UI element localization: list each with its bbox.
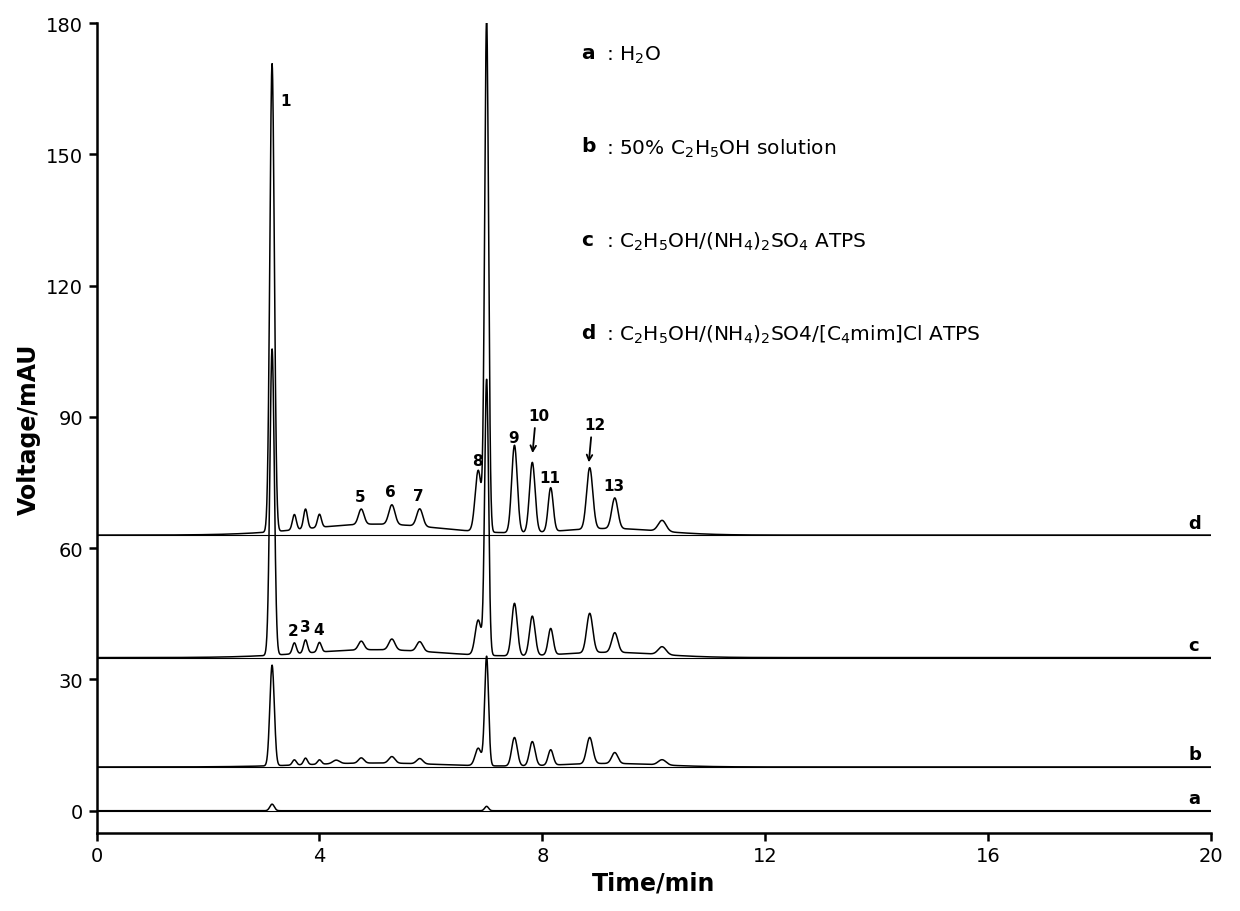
Text: b: b [1189, 745, 1202, 763]
Text: : C$_2$H$_5$OH/(NH$_4$)$_2$SO$_4$ ATPS: : C$_2$H$_5$OH/(NH$_4$)$_2$SO$_4$ ATPS [606, 230, 867, 252]
Text: a: a [582, 45, 595, 64]
Text: 11: 11 [539, 471, 560, 486]
Text: c: c [1189, 637, 1199, 654]
Y-axis label: Voltage/mAU: Voltage/mAU [16, 343, 41, 514]
Text: c: c [582, 230, 594, 250]
Text: 13: 13 [603, 479, 624, 494]
Text: 2: 2 [288, 623, 299, 639]
Text: 3: 3 [300, 619, 310, 634]
X-axis label: Time/min: Time/min [591, 870, 715, 895]
Text: 9: 9 [508, 431, 518, 446]
Text: 1: 1 [280, 94, 291, 108]
Text: 12: 12 [584, 418, 606, 433]
Text: 7: 7 [413, 488, 424, 504]
Text: d: d [1189, 514, 1202, 532]
Text: d: d [582, 323, 595, 343]
Text: 5: 5 [355, 489, 366, 504]
Text: : C$_2$H$_5$OH/(NH$_4$)$_2$SO4/[C$_4$mim]Cl ATPS: : C$_2$H$_5$OH/(NH$_4$)$_2$SO4/[C$_4$mim… [606, 323, 981, 345]
Text: : H$_2$O: : H$_2$O [606, 45, 661, 66]
Text: 4: 4 [312, 623, 324, 638]
Text: b: b [582, 138, 596, 157]
Text: a: a [1189, 789, 1200, 807]
Text: 6: 6 [386, 485, 396, 500]
Text: 10: 10 [528, 409, 549, 424]
Text: 8: 8 [472, 453, 482, 468]
Text: : 50% C$_2$H$_5$OH solution: : 50% C$_2$H$_5$OH solution [606, 138, 836, 159]
